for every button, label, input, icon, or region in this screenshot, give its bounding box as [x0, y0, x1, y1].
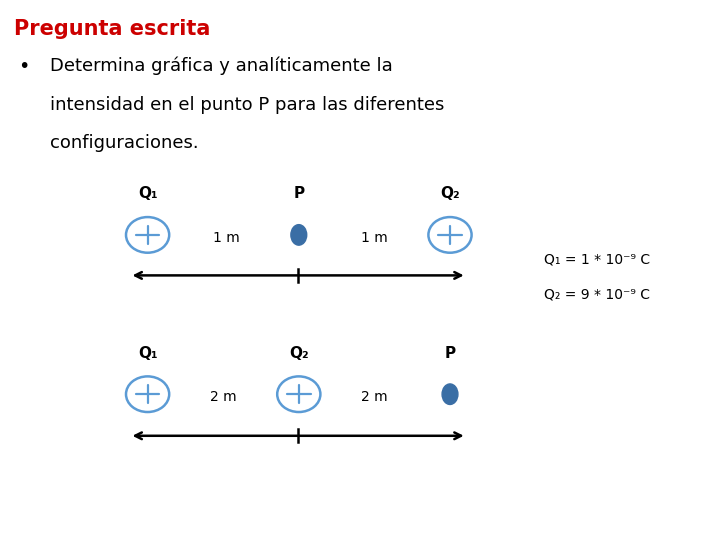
Text: Pregunta escrita: Pregunta escrita — [14, 19, 211, 39]
Text: P: P — [444, 346, 456, 361]
Text: P: P — [293, 186, 305, 201]
Text: •: • — [18, 57, 30, 76]
Ellipse shape — [291, 225, 307, 245]
Text: 2 m: 2 m — [210, 390, 236, 404]
Text: Q₁: Q₁ — [138, 346, 158, 361]
Text: Q₂: Q₂ — [440, 186, 460, 201]
Text: 2 m: 2 m — [361, 390, 387, 404]
Text: Determina gráfica y analíticamente la: Determina gráfica y analíticamente la — [50, 57, 393, 75]
Text: 1 m: 1 m — [361, 231, 388, 245]
Text: 1 m: 1 m — [213, 231, 240, 245]
Text: Q₂ = 9 * 10⁻⁹ C: Q₂ = 9 * 10⁻⁹ C — [544, 287, 649, 301]
Text: Q₁ = 1 * 10⁻⁹ C: Q₁ = 1 * 10⁻⁹ C — [544, 252, 649, 266]
Text: Q₂: Q₂ — [289, 346, 309, 361]
Text: configuraciones.: configuraciones. — [50, 134, 199, 152]
Text: intensidad en el punto P para las diferentes: intensidad en el punto P para las difere… — [50, 96, 445, 113]
Ellipse shape — [442, 384, 458, 404]
Text: Q₁: Q₁ — [138, 186, 158, 201]
